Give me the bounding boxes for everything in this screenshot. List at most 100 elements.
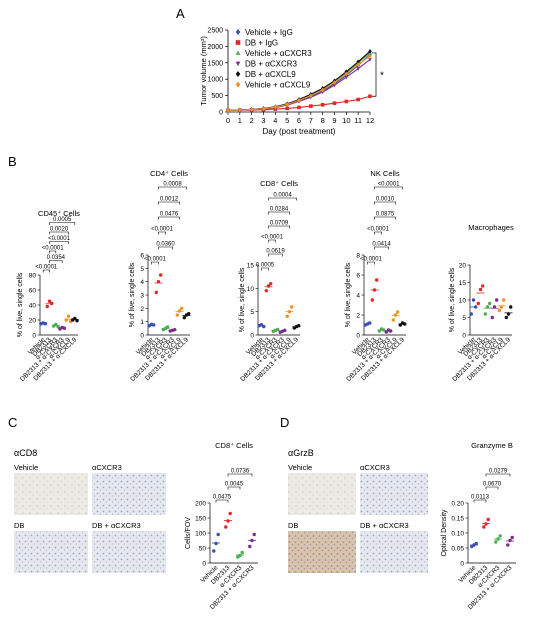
data-point — [266, 284, 271, 288]
y-tick-label: 80 — [29, 273, 37, 280]
data-point — [368, 321, 372, 325]
y-tick-label: 10 — [247, 286, 255, 293]
y-tick-label: 0 — [462, 333, 466, 340]
data-point — [309, 93, 313, 98]
y-axis-label: % of live, single cells — [239, 267, 246, 332]
ihc-image-db-acxcr3-d — [360, 531, 428, 573]
p-value-label: 0.0004 — [273, 193, 292, 199]
tile-label-db: DB — [14, 521, 24, 530]
p-value-bracket — [151, 261, 159, 265]
data-point — [509, 305, 513, 309]
data-point — [173, 327, 177, 332]
y-tick-label: 6 — [140, 253, 144, 260]
y-tick-label: 2000 — [207, 44, 223, 51]
p-value-bracket — [473, 499, 487, 503]
data-point — [297, 98, 301, 103]
ihc-image-acxcr3 — [92, 473, 166, 515]
data-point — [497, 308, 501, 313]
tile-label-db-acxcr3-d: DB + αCXCR3 — [360, 521, 409, 530]
y-axis-label: % of live, single cells — [345, 262, 352, 327]
data-point — [214, 541, 218, 546]
p-value-label: 0.0619 — [266, 249, 285, 255]
data-point — [375, 278, 379, 282]
data-point — [490, 315, 494, 320]
p-value-bracket — [158, 246, 173, 250]
x-tick-label: 4 — [273, 116, 277, 125]
data-point — [73, 316, 77, 321]
data-point — [297, 323, 301, 328]
data-point — [356, 62, 360, 67]
data-point — [508, 538, 512, 543]
data-point — [393, 313, 398, 317]
y-axis-label: Tumor volume (mm³) — [199, 36, 208, 106]
p-value-label: 0.0012 — [160, 197, 179, 203]
data-point — [368, 94, 372, 99]
x-tick-label: 2 — [250, 116, 254, 125]
legend-entry: DB + IgG — [245, 39, 278, 48]
y-tick-label: 0.15 — [451, 516, 464, 523]
p-value-label: 0.0020 — [50, 227, 69, 233]
tile-label-vehicle: Vehicle — [14, 463, 38, 472]
data-point — [372, 288, 377, 292]
y-tick-label: 2 — [356, 313, 360, 320]
cd8-cells-fov-chart: 050100150200Cells/FOVVehicleDB2313α-CXCR… — [185, 441, 258, 611]
p-value-bracket — [367, 261, 375, 265]
data-point — [368, 53, 372, 59]
data-point — [488, 301, 492, 306]
data-point — [224, 525, 228, 529]
y-tick-label: 0.20 — [451, 501, 464, 508]
data-point — [212, 549, 216, 553]
y-tick-label: 6 — [356, 273, 360, 280]
p-value-bracket — [268, 239, 276, 243]
data-point — [368, 58, 372, 62]
data-point — [269, 281, 273, 286]
p-value-bracket — [268, 211, 290, 215]
data-point — [54, 322, 58, 327]
data-point — [228, 511, 232, 516]
tile-label-acxcr3-d: αCXCR3 — [360, 463, 390, 472]
y-tick-label: 3 — [140, 293, 144, 300]
y-axis-label: % of live, single cells — [17, 272, 24, 337]
legend-marker — [235, 81, 241, 88]
data-point — [499, 305, 504, 309]
p-value-label: 0.0010 — [376, 197, 395, 203]
ihc-image-db-d — [288, 531, 356, 573]
p-value-label: <0.0001 — [151, 227, 174, 233]
y-tick-label: 1 — [140, 319, 144, 326]
p-value-bracket — [42, 269, 50, 273]
data-point — [483, 312, 487, 316]
x-tick-label: 7 — [309, 116, 313, 125]
data-point — [510, 535, 514, 540]
data-point — [249, 107, 254, 112]
data-point — [320, 102, 325, 107]
p-value-bracket — [215, 499, 229, 503]
y-tick-label: 0 — [460, 561, 464, 568]
data-point — [356, 97, 360, 102]
data-point — [370, 298, 374, 302]
y-tick-label: 50 — [199, 546, 207, 553]
data-point — [56, 325, 60, 329]
x-tick-label: 5 — [285, 116, 289, 125]
panel-label-d: D — [280, 415, 289, 430]
y-tick-label: 1000 — [207, 77, 223, 84]
p-value-label: 0.0736 — [231, 469, 250, 475]
grzb-stain-label: αGrzB — [288, 448, 314, 458]
tile-label-db-acxcr3: DB + αCXCR3 — [92, 521, 141, 530]
p-value-label: 0.0279 — [489, 469, 508, 475]
data-point — [471, 298, 476, 302]
p-value-label: 0.0045 — [225, 482, 244, 488]
p-value-label: 0.0475 — [213, 495, 232, 501]
data-point — [75, 319, 79, 323]
panel-label-b: B — [8, 154, 17, 169]
data-point — [261, 106, 266, 112]
p-value-label: 0.0709 — [270, 221, 289, 227]
legend-marker — [235, 29, 241, 35]
ihc-image-acxcr3-d — [360, 473, 428, 515]
x-tick-label: 9 — [332, 116, 336, 125]
data-point — [396, 310, 400, 314]
legend-marker — [235, 50, 241, 55]
data-point — [285, 314, 289, 319]
x-tick-label: 1 — [238, 116, 242, 125]
